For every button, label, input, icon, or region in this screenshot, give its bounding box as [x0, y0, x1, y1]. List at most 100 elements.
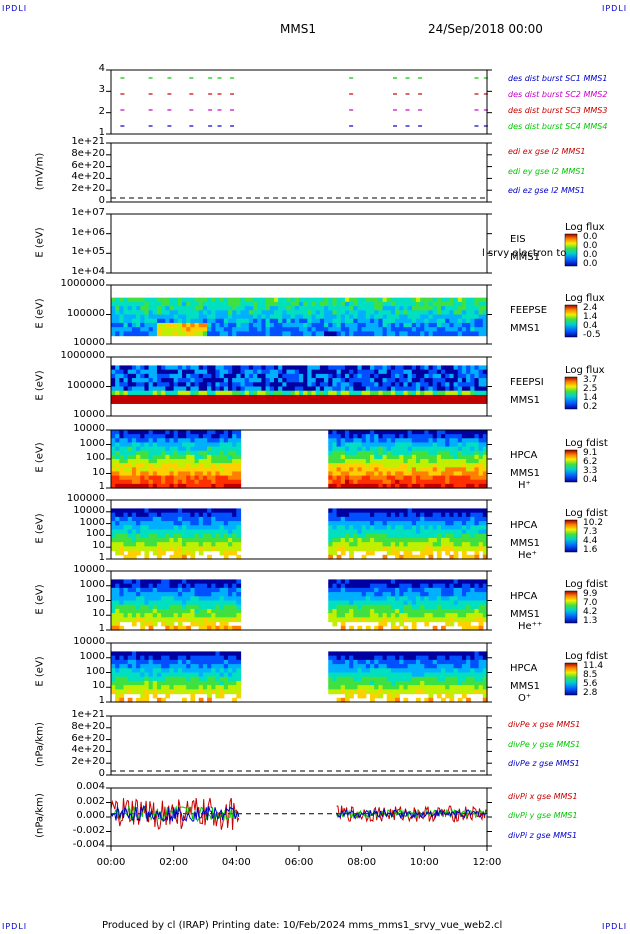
heatmap-cell	[177, 587, 183, 593]
heatmap-cell	[374, 651, 379, 657]
heatmap-cell	[148, 533, 154, 539]
heatmap-cell	[340, 475, 346, 481]
heatmap-cell	[136, 483, 141, 489]
heatmap-cell	[324, 318, 329, 324]
heatmap-cell	[403, 554, 409, 560]
heatmap-cell	[223, 378, 229, 383]
heatmap-cell	[198, 625, 204, 631]
heatmap-cell	[202, 613, 208, 618]
heatmap-cell	[169, 621, 175, 627]
heatmap-cell	[478, 542, 484, 547]
heatmap-cell	[232, 365, 237, 371]
heatmap-cell	[382, 516, 388, 522]
heatmap-cell	[470, 471, 476, 477]
heatmap-cell	[457, 365, 463, 371]
heatmap-cell	[111, 600, 116, 606]
heatmap-cell	[378, 537, 384, 543]
heatmap-cell	[390, 471, 396, 477]
heatmap-cell	[190, 604, 196, 610]
heatmap-cell	[207, 434, 212, 439]
heatmap-cell	[136, 463, 141, 468]
heatmap-cell	[357, 365, 363, 371]
heatmap-cell	[474, 386, 480, 392]
heatmap-cell	[190, 306, 196, 311]
heatmap-cell	[453, 446, 459, 452]
heatmap-cell	[165, 596, 171, 602]
heatmap-cell	[244, 310, 250, 316]
heatmap-cell	[478, 608, 484, 614]
heatmap-cell	[127, 369, 133, 375]
heatmap-cell	[144, 600, 150, 606]
heatmap-cell	[161, 450, 166, 456]
heatmap-cell	[461, 483, 467, 489]
heatmap-cell	[303, 318, 308, 324]
heatmap-cell	[278, 378, 283, 383]
heatmap-cell	[415, 430, 421, 435]
heatmap-cell	[136, 442, 141, 448]
heatmap-cell	[136, 454, 141, 460]
heatmap-cell	[474, 608, 480, 614]
heatmap-cell	[336, 608, 342, 614]
heatmap-cell	[424, 537, 430, 543]
heatmap-cell	[182, 651, 187, 657]
heatmap-cell	[278, 301, 283, 307]
corner-label-br: IPDLI	[602, 922, 628, 931]
heatmap-cell	[156, 521, 162, 526]
heatmap-cell	[357, 373, 363, 379]
heatmap-cell	[482, 525, 488, 531]
heatmap-cell	[123, 689, 129, 695]
heatmap-cell	[148, 596, 154, 602]
heatmap-cell	[482, 434, 488, 439]
heatmap-cell	[299, 327, 304, 332]
heatmap-cell	[177, 685, 183, 690]
heatmap-cell	[457, 306, 463, 311]
heatmap-cell	[173, 685, 179, 690]
heatmap-cell	[474, 331, 480, 337]
heatmap-cell	[336, 689, 342, 695]
heatmap-cell	[131, 521, 137, 526]
heatmap-cell	[257, 369, 262, 375]
heatmap-cell	[223, 394, 229, 400]
heatmap-cell	[340, 331, 346, 337]
heatmap-cell	[474, 546, 480, 552]
heatmap-cell	[353, 608, 359, 614]
heatmap-cell	[119, 314, 125, 320]
heatmap-cell	[461, 537, 467, 543]
heatmap-cell	[207, 438, 212, 444]
heatmap-cell	[466, 430, 471, 435]
heatmap-cell	[403, 697, 409, 703]
heatmap-cell	[424, 546, 430, 552]
heatmap-cell	[466, 546, 471, 552]
heatmap-cell	[223, 583, 229, 589]
heatmap-cell	[115, 318, 120, 324]
heatmap-cell	[194, 306, 200, 311]
heatmap-cell	[227, 651, 233, 657]
heatmap-cell	[445, 434, 450, 439]
heatmap-cell	[190, 664, 196, 669]
heatmap-cell	[282, 394, 288, 400]
heatmap-cell	[169, 399, 175, 404]
heatmap-cell	[466, 592, 471, 597]
heatmap-cell	[232, 651, 237, 657]
heatmap-cell	[202, 394, 208, 400]
heatmap-cell	[324, 331, 329, 337]
heatmap-cell	[395, 608, 400, 614]
heatmap-cell	[403, 483, 409, 489]
heatmap-cell	[386, 512, 392, 518]
heatmap-cell	[140, 475, 146, 481]
heatmap-cell	[332, 386, 338, 392]
heatmap-cell	[223, 318, 229, 324]
heatmap-cell	[478, 529, 484, 535]
heatmap-cell	[336, 459, 342, 464]
heatmap-cell	[144, 314, 150, 320]
heatmap-cell	[294, 373, 300, 379]
heatmap-cell	[390, 386, 396, 392]
heatmap-cell	[403, 668, 409, 674]
heatmap-cell	[240, 386, 246, 392]
heatmap-cell	[344, 604, 350, 610]
heatmap-cell	[361, 651, 367, 657]
heatmap-cell	[261, 369, 267, 375]
heatmap-cell	[353, 516, 359, 522]
heatmap-cell	[198, 651, 204, 657]
heatmap-cell	[411, 369, 417, 375]
